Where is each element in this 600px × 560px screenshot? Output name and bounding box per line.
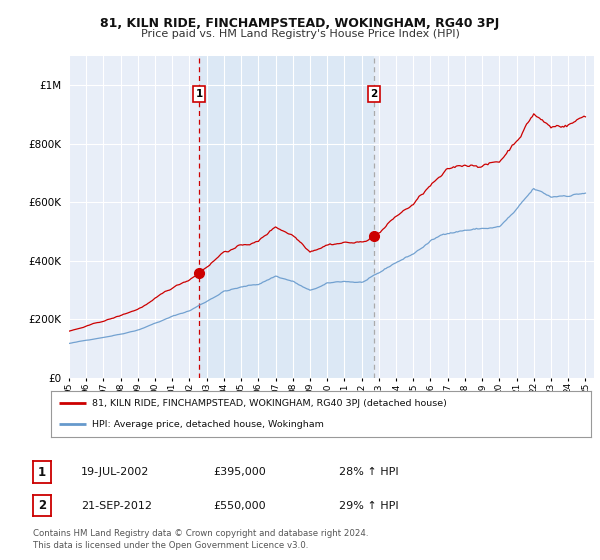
Text: Contains HM Land Registry data © Crown copyright and database right 2024.
This d: Contains HM Land Registry data © Crown c… [33,529,368,550]
Text: 81, KILN RIDE, FINCHAMPSTEAD, WOKINGHAM, RG40 3PJ: 81, KILN RIDE, FINCHAMPSTEAD, WOKINGHAM,… [100,17,500,30]
Text: 21-SEP-2012: 21-SEP-2012 [81,501,152,511]
Text: HPI: Average price, detached house, Wokingham: HPI: Average price, detached house, Woki… [91,420,323,429]
Text: Price paid vs. HM Land Registry's House Price Index (HPI): Price paid vs. HM Land Registry's House … [140,29,460,39]
Text: 2: 2 [370,89,377,99]
Text: 2: 2 [38,499,46,512]
Text: £550,000: £550,000 [213,501,266,511]
Text: 19-JUL-2002: 19-JUL-2002 [81,467,149,477]
Text: 29% ↑ HPI: 29% ↑ HPI [339,501,398,511]
Text: 1: 1 [196,89,203,99]
Text: 28% ↑ HPI: 28% ↑ HPI [339,467,398,477]
Text: 81, KILN RIDE, FINCHAMPSTEAD, WOKINGHAM, RG40 3PJ (detached house): 81, KILN RIDE, FINCHAMPSTEAD, WOKINGHAM,… [91,399,446,408]
Text: 1: 1 [38,465,46,479]
Bar [199,56,374,378]
Text: £395,000: £395,000 [213,467,266,477]
